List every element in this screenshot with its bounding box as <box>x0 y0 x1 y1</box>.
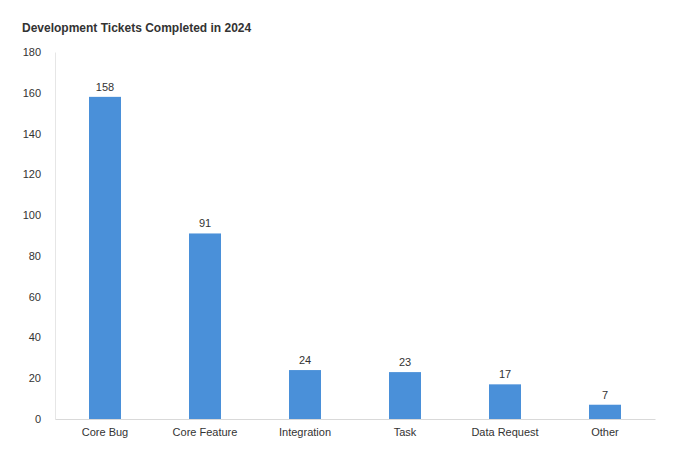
y-tick: 60 <box>29 291 41 303</box>
x-tick: Data Request <box>471 426 538 438</box>
x-tick: Core Bug <box>82 426 128 438</box>
y-tick: 140 <box>23 128 41 140</box>
bar <box>289 370 321 419</box>
bar <box>189 233 221 419</box>
x-tick: Other <box>591 426 619 438</box>
y-tick: 20 <box>29 372 41 384</box>
x-axis: Core Bug Core Feature Integration Task Data … <box>56 420 656 438</box>
y-tick-label: 40 <box>29 331 41 343</box>
data-label: 91 <box>199 217 211 229</box>
y-tick-label: 20 <box>29 372 41 384</box>
y-tick: 40 <box>29 331 41 343</box>
y-tick-label: 60 <box>29 291 41 303</box>
y-tick-label: 160 <box>23 87 41 99</box>
y-tick: 100 <box>23 209 41 221</box>
data-label: 17 <box>499 368 511 380</box>
x-tick-label: Task <box>394 426 417 438</box>
data-label: 7 <box>602 389 608 401</box>
chart: Development Tickets Completed in 2024 0 20… <box>0 0 686 464</box>
bar <box>489 384 521 419</box>
data-labels: 158 91 24 23 17 7 <box>96 81 608 401</box>
y-axis-line <box>55 53 56 420</box>
y-tick-label: 100 <box>23 209 41 221</box>
x-tick-label: Core Bug <box>82 426 128 438</box>
y-tick: 80 <box>29 250 41 262</box>
x-axis-line <box>56 419 656 420</box>
x-tick: Core Feature <box>173 426 238 438</box>
data-label: 158 <box>96 81 114 93</box>
bar <box>589 405 621 419</box>
data-label: 23 <box>399 356 411 368</box>
data-label: 24 <box>299 354 311 366</box>
bar <box>89 97 121 419</box>
y-tick: 0 <box>35 413 41 425</box>
y-tick-label: 120 <box>23 168 41 180</box>
plot: 0 20 40 60 80 100 120 140 160 180 Core Bug Core Fea… <box>23 46 656 438</box>
y-axis: 0 20 40 60 80 100 120 140 160 180 <box>23 46 56 425</box>
bars <box>89 97 621 419</box>
bar <box>389 372 421 419</box>
y-tick-label: 0 <box>35 413 41 425</box>
x-tick-label: Other <box>591 426 619 438</box>
title: Development Tickets Completed in 2024 <box>22 21 252 35</box>
x-tick-label: Core Feature <box>173 426 238 438</box>
y-tick-label: 80 <box>29 250 41 262</box>
x-tick-label: Integration <box>279 426 331 438</box>
y-tick-label: 140 <box>23 128 41 140</box>
x-tick-label: Data Request <box>471 426 538 438</box>
y-tick: 180 <box>23 46 41 58</box>
y-tick: 120 <box>23 168 41 180</box>
x-tick: Integration <box>279 426 331 438</box>
y-tick-label: 180 <box>23 46 41 58</box>
y-tick: 160 <box>23 87 41 99</box>
x-tick: Task <box>394 426 417 438</box>
